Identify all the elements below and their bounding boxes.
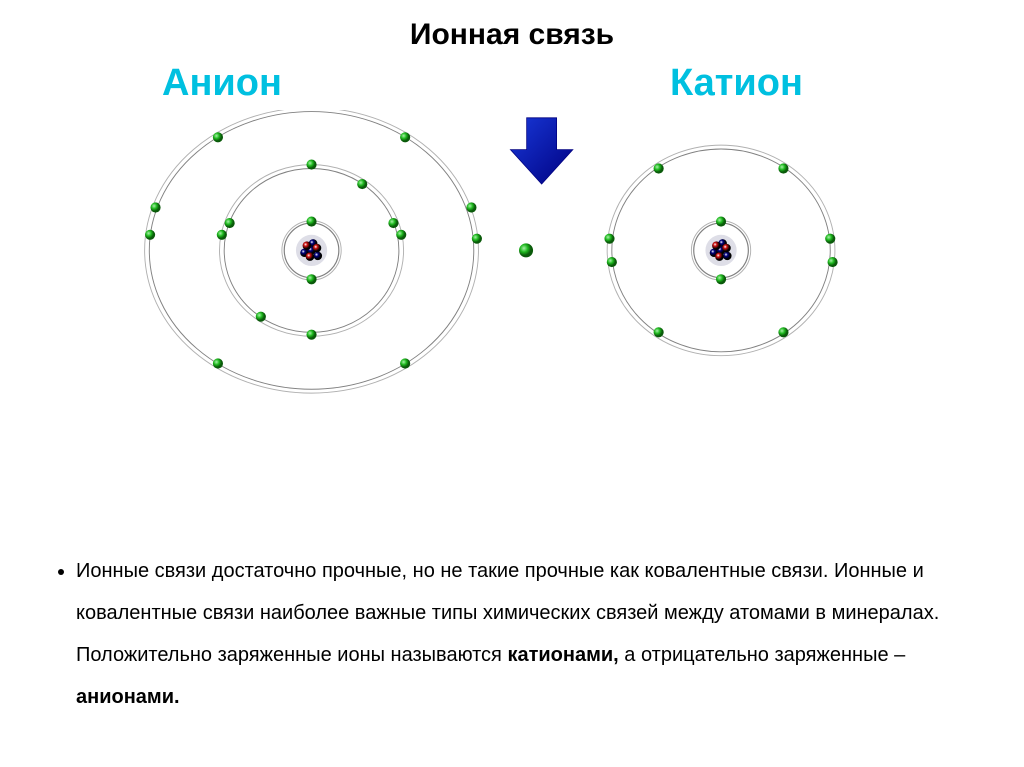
anion-label: Анион: [162, 62, 282, 105]
body-paragraph: Ионные связи достаточно прочные, но не т…: [76, 550, 964, 718]
atom-diagram: [0, 110, 1024, 500]
body-text: Ионные связи достаточно прочные, но не т…: [54, 550, 964, 718]
cation-label: Катион: [670, 62, 803, 105]
main-title: Ионная связь: [0, 18, 1024, 52]
